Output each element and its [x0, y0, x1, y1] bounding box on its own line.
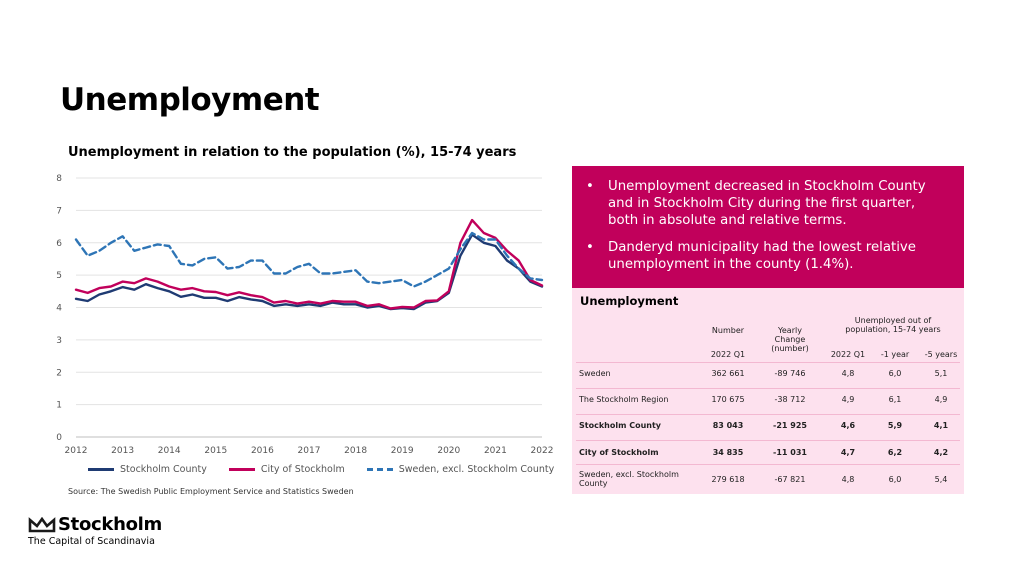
table-cell-q1: 4,8 — [841, 369, 855, 378]
table-row-name: Sweden — [579, 369, 611, 378]
table-header-yearly-change: Yearly Change (number) — [771, 326, 809, 353]
logo-tagline: The Capital of Scandinavia — [28, 536, 155, 547]
y-tick-label: 7 — [56, 206, 62, 216]
table-cell-change: -11 031 — [773, 448, 807, 457]
table-cell-number: 83 043 — [712, 421, 744, 430]
y-tick-label: 4 — [56, 304, 62, 314]
x-tick-label: 2018 — [344, 446, 367, 456]
series-line-city — [74, 218, 544, 310]
y-tick-label: 0 — [56, 433, 62, 443]
table-row-divider — [576, 464, 960, 465]
crown-icon — [28, 516, 56, 532]
table-header-number: Number — [711, 326, 745, 335]
table-row-name: The Stockholm Region — [579, 395, 669, 404]
legend-item-sweden: Sweden, excl. Stockholm County — [366, 464, 555, 475]
table-cell-number: 279 618 — [711, 475, 745, 484]
y-tick-label: 3 — [56, 336, 62, 346]
legend-label-city: City of Stockholm — [260, 464, 345, 475]
y-tick-label: 6 — [56, 239, 62, 249]
y-tick-label: 5 — [56, 271, 62, 281]
table-cell-5-years: 5,1 — [934, 369, 948, 378]
table-subheader: -5 years — [924, 350, 958, 359]
table-cell-1-year: 6,0 — [888, 369, 902, 378]
source-note: Source: The Swedish Public Employment Se… — [68, 487, 354, 496]
legend-item-city: City of Stockholm — [228, 464, 345, 475]
table-cell-number: 34 835 — [712, 448, 744, 457]
x-tick-label: 2022 — [531, 446, 554, 456]
table-cell-5-years: 5,4 — [934, 475, 948, 484]
legend-swatch-city — [228, 468, 255, 471]
table-subheader: 2022 Q1 — [830, 350, 866, 359]
stockholm-logo: Stockholm The Capital of Scandinavia — [28, 514, 162, 547]
unemployment-table: Unemployment Unemployed out of populatio… — [572, 288, 964, 494]
x-tick-label: 2017 — [298, 446, 321, 456]
x-tick-label: 2013 — [111, 446, 134, 456]
x-tick-label: 2016 — [251, 446, 274, 456]
series-line-county — [74, 233, 544, 311]
table-cell-5-years: 4,9 — [934, 395, 948, 404]
table-cell-q1: 4,8 — [841, 475, 855, 484]
page-title: Unemployment — [60, 82, 320, 118]
legend-label-county: Stockholm County — [120, 464, 207, 475]
table-cell-5-years: 4,1 — [933, 421, 949, 430]
y-tick-label: 8 — [56, 174, 62, 184]
summary-callout: Unemployment decreased in Stockholm Coun… — [572, 166, 964, 288]
table-title: Unemployment — [580, 294, 679, 308]
x-tick-label: 2020 — [437, 446, 460, 456]
table-row-divider — [576, 414, 960, 415]
y-tick-label: 2 — [56, 368, 62, 378]
x-tick-label: 2012 — [65, 446, 88, 456]
table-cell-number: 170 675 — [711, 395, 745, 404]
chart-legend: Stockholm County City of Stockholm Swede… — [88, 464, 554, 475]
table-cell-q1: 4,9 — [841, 395, 855, 404]
table-cell-change: -21 925 — [773, 421, 807, 430]
x-tick-label: 2019 — [391, 446, 414, 456]
table-cell-change: -89 746 — [774, 369, 806, 378]
x-tick-label: 2014 — [158, 446, 181, 456]
callout-bullet: Unemployment decreased in Stockholm Coun… — [586, 178, 948, 229]
table-cell-5-years: 4,2 — [933, 448, 949, 457]
x-tick-label: 2015 — [204, 446, 227, 456]
table-subheader: 2022 Q1 — [710, 350, 746, 359]
table-row-name: Stockholm County — [579, 421, 661, 430]
callout-bullet: Danderyd municipality had the lowest rel… — [586, 239, 948, 273]
table-row-name: City of Stockholm — [579, 448, 659, 457]
y-tick-label: 1 — [56, 401, 62, 411]
table-row-divider — [576, 388, 960, 389]
table-cell-change: -67 821 — [774, 475, 806, 484]
table-cell-change: -38 712 — [774, 395, 806, 404]
legend-label-sweden: Sweden, excl. Stockholm County — [398, 464, 555, 475]
legend-swatch-sweden — [366, 468, 393, 471]
table-subheader: -1 year — [880, 350, 910, 359]
legend-swatch-county — [88, 468, 114, 471]
series-line-sweden — [74, 231, 544, 288]
table-cell-1-year: 6,0 — [888, 475, 902, 484]
table-cell-q1: 4,6 — [840, 421, 856, 430]
table-cell-number: 362 661 — [711, 369, 745, 378]
table-header-unemployed-share: Unemployed out of population, 15-74 year… — [845, 316, 941, 334]
x-tick-label: 2021 — [484, 446, 507, 456]
table-cell-1-year: 6,2 — [887, 448, 903, 457]
table-cell-1-year: 6,1 — [888, 395, 902, 404]
legend-item-county: Stockholm County — [88, 464, 207, 475]
table-row-name: Sweden, excl. Stockholm County — [579, 470, 679, 488]
table-cell-1-year: 5,9 — [887, 421, 903, 430]
table-row-divider — [576, 440, 960, 441]
logo-name: Stockholm — [58, 514, 162, 535]
table-cell-q1: 4,7 — [840, 448, 856, 457]
table-row-divider — [576, 362, 960, 363]
unemployment-line-chart: 0 1 2 3 4 5 6 7 8 2012 2013 2014 2015 2016 2017 2018 201… — [56, 174, 554, 456]
chart-title: Unemployment in relation to the populati… — [68, 145, 517, 160]
